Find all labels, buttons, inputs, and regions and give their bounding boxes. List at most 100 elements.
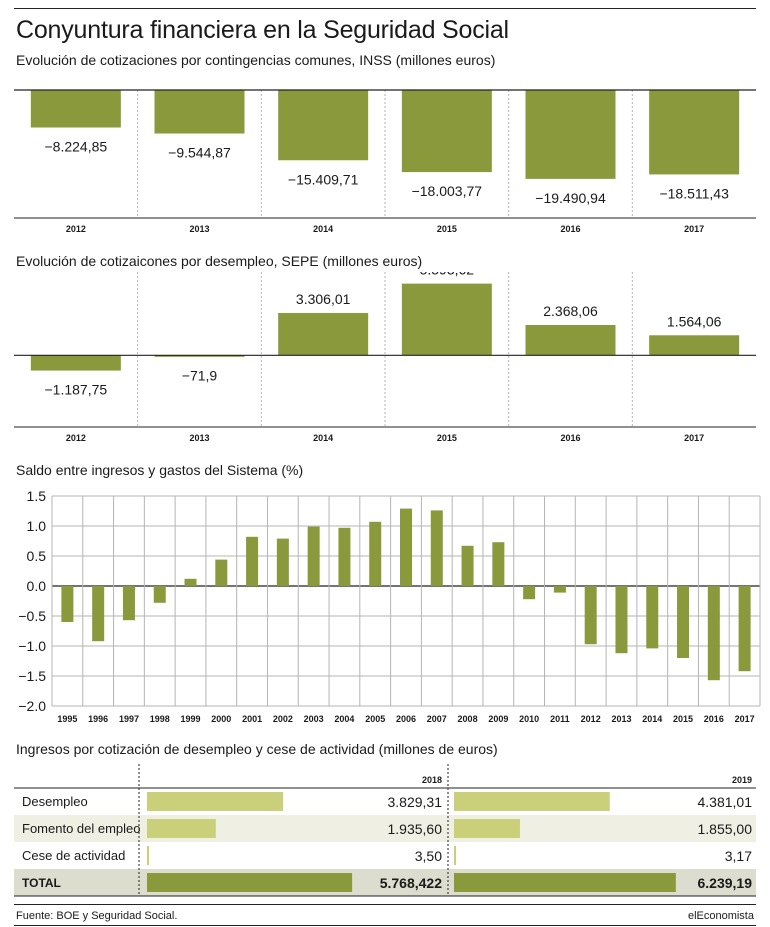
- row-tint: [14, 815, 756, 842]
- bar-2006: [400, 508, 412, 586]
- bar-2015: [401, 90, 492, 173]
- value-label-2014: −15.409,71: [288, 171, 359, 187]
- table-value: 3.829,31: [388, 794, 443, 810]
- sepe-chart-title: Evolución de cotizaicones por desempleo,…: [16, 253, 423, 269]
- value-label-2013: −71,9: [182, 367, 218, 383]
- year-label-2012: 2012: [66, 433, 86, 443]
- table-value: 6.239,19: [698, 875, 753, 891]
- page-title: Conyuntura financiera en la Seguridad So…: [16, 16, 509, 44]
- year-label-2013: 2013: [611, 714, 631, 724]
- brand-label: elEconomista: [687, 910, 754, 922]
- y-tick-label: −0.5: [18, 608, 46, 624]
- bar-2005: [369, 521, 382, 586]
- year-label-2014: 2014: [313, 433, 333, 443]
- year-label-2014: 2014: [313, 224, 333, 234]
- bar-2007: [430, 510, 443, 586]
- table-value: 1.855,00: [698, 821, 753, 837]
- value-label-2013: −9.544,87: [168, 145, 231, 161]
- y-tick-label: −1.0: [18, 638, 46, 654]
- year-label-2003: 2003: [304, 714, 324, 724]
- bar-2001: [246, 536, 259, 586]
- year-label-1999: 1999: [181, 714, 201, 724]
- year-label-2004: 2004: [334, 714, 354, 724]
- bar-2012: [584, 586, 597, 645]
- table-bar: [147, 846, 149, 865]
- year-label-2015: 2015: [437, 224, 457, 234]
- year-label-1997: 1997: [119, 714, 139, 724]
- bar-2016: [707, 586, 720, 681]
- bar-2000: [215, 559, 228, 586]
- year-label-2008: 2008: [458, 714, 478, 724]
- bar-1997: [122, 586, 135, 621]
- bar-2014: [278, 312, 369, 356]
- value-label-2016: 2.368,06: [543, 303, 598, 319]
- bar-2012: [30, 90, 121, 128]
- bar-1995: [61, 586, 74, 622]
- year-label-2012: 2012: [581, 714, 601, 724]
- value-label-2014: 3.306,01: [296, 291, 351, 307]
- bar-2016: [525, 324, 616, 356]
- top-rule: [14, 8, 756, 9]
- year-label-2015: 2015: [437, 433, 457, 443]
- year-label-2012: 2012: [66, 224, 86, 234]
- year-label-1996: 1996: [88, 714, 108, 724]
- table-bar: [454, 846, 456, 865]
- year-label-2013: 2013: [189, 433, 209, 443]
- saldo-chart-title: Saldo entre ingresos y gastos del Sistem…: [16, 462, 304, 478]
- bar-2013: [154, 90, 245, 134]
- bar-1996: [92, 586, 105, 642]
- bar-2012: [30, 355, 121, 371]
- y-tick-label: 1.5: [27, 488, 47, 504]
- year-label-2017: 2017: [735, 714, 755, 724]
- row-label: Desempleo: [22, 794, 88, 809]
- column-header-2018: 2018: [422, 775, 442, 785]
- table-bar: [147, 792, 284, 811]
- value-label-2012: −8.224,85: [44, 139, 107, 155]
- table-bar: [454, 792, 610, 811]
- ingresos-table-title: Ingresos por cotización de desempleo y c…: [16, 741, 498, 757]
- value-label-2015: −18.003,77: [412, 183, 483, 199]
- value-label-2012: −1.187,75: [44, 382, 107, 398]
- year-label-2017: 2017: [684, 433, 704, 443]
- table-bar: [147, 819, 216, 838]
- year-label-2014: 2014: [642, 714, 662, 724]
- row-label: Cese de actividad: [22, 848, 125, 863]
- bar-2011: [553, 586, 566, 593]
- bar-2017: [649, 335, 740, 356]
- table-bar: [147, 873, 353, 892]
- column-header-2019: 2019: [732, 775, 752, 785]
- bar-2013: [615, 586, 628, 654]
- source-note: Fuente: BOE y Seguridad Social.: [16, 910, 178, 922]
- y-tick-label: −2.0: [18, 698, 46, 714]
- bar-2014: [646, 586, 659, 649]
- table-bar: [454, 873, 676, 892]
- y-tick-label: −1.5: [18, 668, 46, 684]
- bar-1998: [153, 586, 166, 603]
- y-tick-label: 0.0: [27, 578, 47, 594]
- table-value: 5.768,422: [380, 875, 442, 891]
- year-label-2000: 2000: [211, 714, 231, 724]
- saldo-bar-chart: 1.5 1.0 0.5 0.0 −0.5 −1.0 −1.5 −2.0 1995 1996 1997…: [18, 488, 761, 724]
- sepe-bar-chart: −1.187,75 2012 −71,9 2013 3.306,01 2014 5.593,…: [14, 272, 756, 443]
- table-value: 1.935,60: [388, 821, 443, 837]
- footer-rule: [14, 904, 756, 905]
- year-label-2016: 2016: [560, 433, 580, 443]
- year-label-2016: 2016: [560, 224, 580, 234]
- bottom-rule: [14, 925, 756, 926]
- bar-2017: [649, 90, 740, 175]
- ingresos-table: 2018 2019 Desempleo 3.829,31 4.381,01 Fomento…: [14, 764, 756, 897]
- value-label-2017: −18.511,43: [659, 185, 729, 201]
- year-label-2013: 2013: [189, 224, 209, 234]
- bar-2015: [401, 283, 492, 356]
- row-label: TOTAL: [22, 876, 61, 890]
- year-label-2011: 2011: [550, 714, 570, 724]
- value-label-2015: 5.593,62: [420, 272, 475, 278]
- row-label: Fomento del empleo: [22, 821, 141, 836]
- table-bar: [454, 819, 520, 838]
- year-label-2002: 2002: [273, 714, 293, 724]
- bar-2009: [492, 542, 505, 586]
- bar-2016: [525, 90, 616, 179]
- bar-2017: [738, 586, 751, 672]
- year-label-1998: 1998: [150, 714, 170, 724]
- year-label-2007: 2007: [427, 714, 447, 724]
